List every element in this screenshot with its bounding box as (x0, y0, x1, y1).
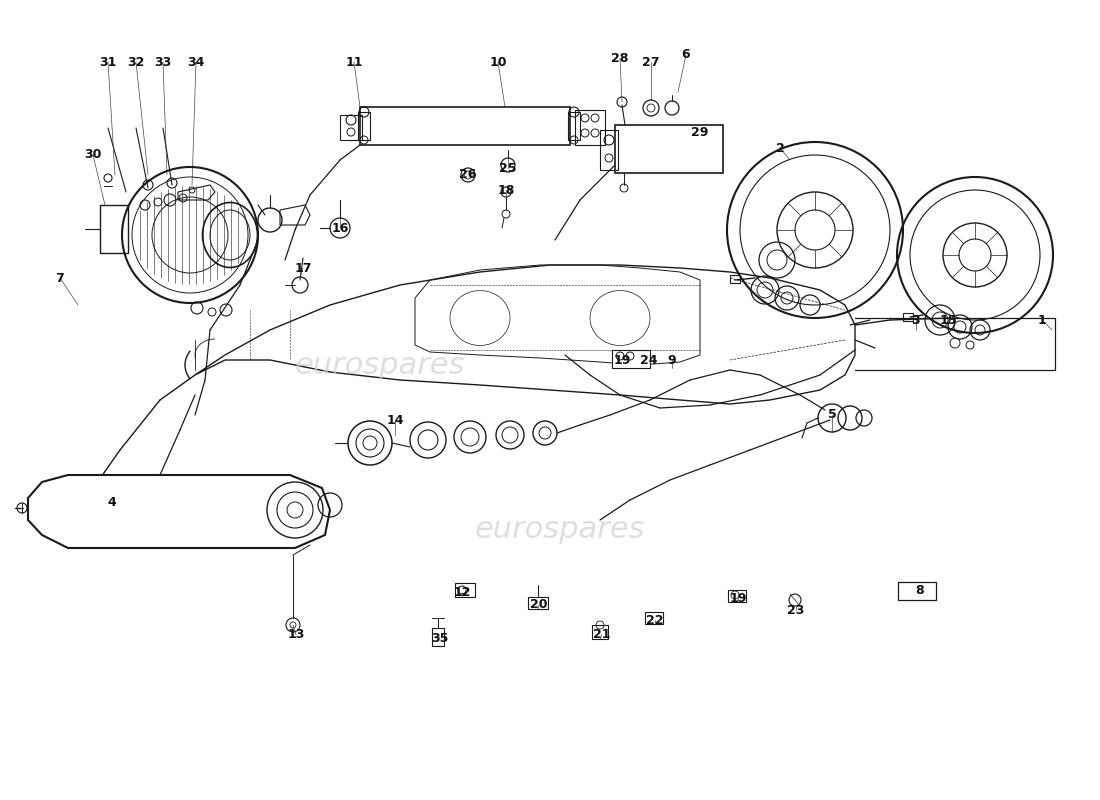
Bar (612, 350, 650, 368)
Text: 21: 21 (593, 629, 611, 642)
Bar (615, 125, 723, 173)
Bar (903, 313, 913, 321)
Bar (360, 107, 570, 145)
Text: 26: 26 (460, 169, 476, 182)
Text: 8: 8 (915, 583, 924, 597)
Text: 19: 19 (729, 591, 747, 605)
Text: 17: 17 (295, 262, 311, 274)
Text: 1: 1 (1037, 314, 1046, 326)
Text: 10: 10 (490, 55, 507, 69)
Bar (100, 205, 128, 253)
Polygon shape (28, 475, 330, 548)
Bar (592, 625, 608, 639)
Text: 13: 13 (287, 629, 305, 642)
Text: 23: 23 (788, 603, 805, 617)
Bar (898, 582, 936, 600)
Text: 2: 2 (776, 142, 784, 154)
Bar (358, 112, 370, 140)
Text: eurospares: eurospares (475, 515, 646, 545)
Text: 25: 25 (499, 162, 517, 174)
Text: 30: 30 (85, 149, 101, 162)
Text: 3: 3 (912, 314, 921, 326)
Text: 16: 16 (331, 222, 349, 234)
Text: eurospares: eurospares (295, 350, 465, 379)
Text: 27: 27 (642, 55, 660, 69)
Text: 7: 7 (56, 271, 65, 285)
Bar (340, 115, 362, 140)
Text: 18: 18 (497, 183, 515, 197)
Text: 6: 6 (682, 49, 691, 62)
Text: 4: 4 (108, 497, 117, 510)
Text: 14: 14 (386, 414, 404, 426)
Text: 12: 12 (453, 586, 471, 598)
Bar (455, 583, 475, 597)
Bar (575, 110, 605, 145)
Text: 24: 24 (640, 354, 658, 366)
Text: 5: 5 (827, 409, 836, 422)
Bar (600, 130, 618, 170)
Bar (432, 628, 444, 646)
Text: 35: 35 (431, 631, 449, 645)
Text: 11: 11 (345, 55, 363, 69)
Text: 31: 31 (99, 55, 117, 69)
Text: 29: 29 (691, 126, 708, 138)
Text: 15: 15 (939, 314, 957, 326)
Text: 19: 19 (614, 354, 630, 366)
Bar (645, 612, 663, 624)
Bar (728, 590, 746, 602)
Text: 9: 9 (668, 354, 676, 366)
Text: 28: 28 (612, 51, 629, 65)
Text: 22: 22 (647, 614, 663, 626)
Text: 20: 20 (530, 598, 548, 611)
Text: 34: 34 (187, 55, 205, 69)
Text: 32: 32 (128, 55, 145, 69)
Bar (528, 597, 548, 609)
Bar (568, 112, 580, 140)
Bar (730, 275, 740, 283)
Text: 33: 33 (154, 55, 172, 69)
